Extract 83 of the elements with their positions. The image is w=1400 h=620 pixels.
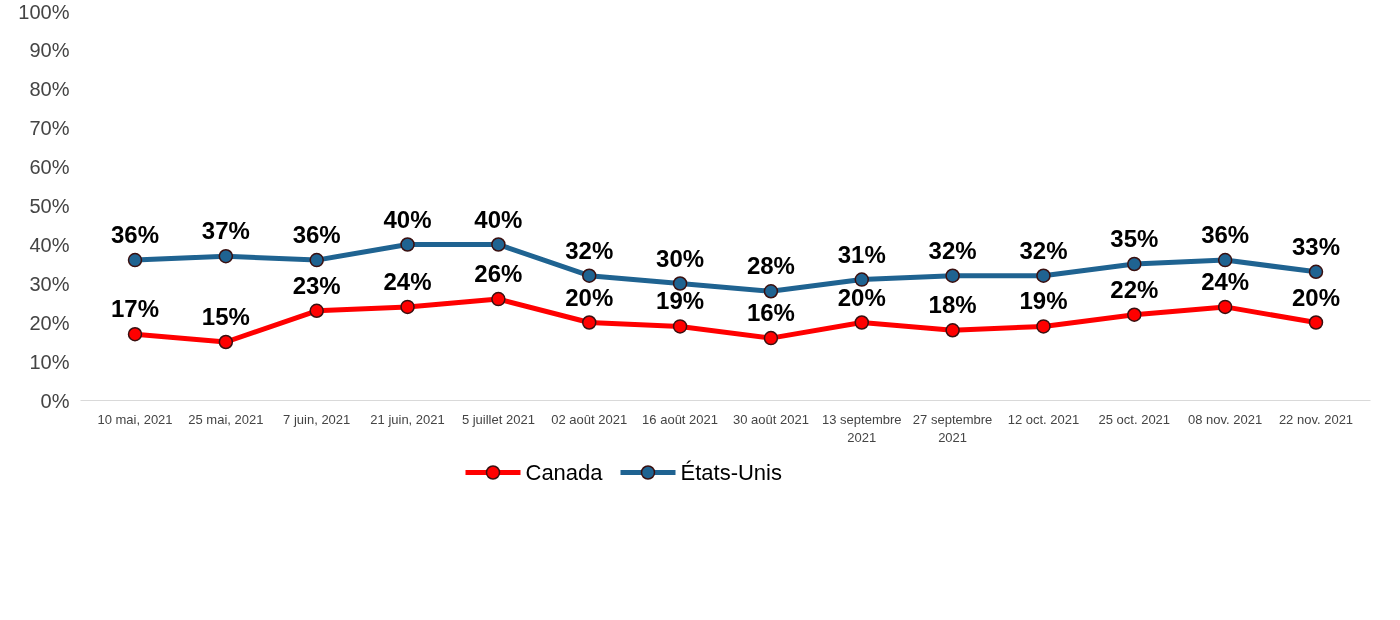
- data-label: 20%: [1291, 283, 1341, 311]
- point: [1036, 268, 1051, 283]
- point: [309, 303, 324, 319]
- point: [400, 299, 415, 315]
- point: [854, 315, 870, 330]
- data-label: 19%: [656, 287, 705, 315]
- data-label: 20%: [837, 283, 886, 311]
- y-tick-label: 20%: [29, 311, 70, 334]
- x-tick-label: 5 juillet 2021: [461, 411, 535, 427]
- y-tick-label: 50%: [29, 194, 70, 217]
- point: [218, 248, 234, 264]
- point: [1308, 315, 1324, 330]
- point: [945, 323, 960, 338]
- point: [672, 276, 688, 291]
- point: [763, 284, 779, 299]
- data-label: 20%: [565, 283, 614, 311]
- x-tick-label: 10 mai, 2021: [97, 411, 173, 427]
- point: [1308, 264, 1324, 280]
- data-label: 23%: [292, 271, 341, 299]
- point: [1217, 299, 1233, 315]
- data-label: 19%: [1019, 287, 1068, 315]
- point: [400, 237, 415, 252]
- data-label: 32%: [1019, 236, 1068, 264]
- data-label: 16%: [746, 299, 795, 327]
- y-tick-label: 0%: [40, 389, 70, 412]
- point: [1127, 256, 1142, 272]
- data-label: 36%: [1201, 221, 1250, 249]
- legend-label: Canada: [525, 460, 604, 485]
- x-tick-label: 30 août 2021: [732, 411, 809, 427]
- data-label: 33%: [1291, 232, 1341, 260]
- data-label: 24%: [1201, 267, 1250, 295]
- x-tick-label: 02 août 2021: [551, 411, 628, 427]
- data-label: 40%: [383, 205, 432, 233]
- y-tick-label: 90%: [29, 38, 70, 61]
- point: [581, 268, 597, 283]
- point: [491, 291, 506, 307]
- x-tick-label: 7 juin, 2021: [283, 411, 351, 427]
- data-label: 26%: [474, 260, 523, 288]
- y-tick-label: 80%: [29, 77, 70, 100]
- x-tick-label: 25 mai, 2021: [188, 411, 264, 427]
- point: [491, 237, 506, 252]
- y-tick-label: 10%: [29, 350, 70, 373]
- data-label: 40%: [474, 205, 523, 233]
- point: [945, 268, 960, 283]
- data-label: 30%: [656, 244, 705, 272]
- data-label: 18%: [928, 291, 977, 319]
- data-label: 32%: [565, 236, 614, 264]
- data-label: 28%: [746, 252, 795, 280]
- data-label: 36%: [292, 221, 341, 249]
- data-label: 32%: [928, 236, 977, 264]
- y-tick-label: 30%: [29, 272, 70, 295]
- data-label: 17%: [110, 295, 160, 323]
- x-tick-label: 08 nov. 2021: [1188, 411, 1263, 427]
- y-tick-label: 40%: [29, 233, 70, 256]
- point: [1127, 307, 1142, 322]
- point: [309, 252, 324, 268]
- data-label: 37%: [201, 217, 250, 245]
- point: [763, 330, 779, 346]
- x-tick-label: 27 septembre 2021: [912, 411, 993, 445]
- data-label: 15%: [201, 303, 250, 330]
- y-tick-label: 100%: [18, 0, 70, 23]
- x-tick-label: 16 août 2021: [642, 411, 719, 427]
- point: [854, 272, 870, 287]
- point: [1036, 319, 1051, 334]
- x-tick-label: 22 nov. 2021: [1278, 411, 1354, 427]
- y-tick-label: 60%: [29, 155, 70, 178]
- point: [1217, 252, 1233, 268]
- x-tick-label: 12 oct. 2021: [1007, 411, 1080, 427]
- x-tick-label: 25 oct. 2021: [1098, 411, 1171, 427]
- point: [127, 326, 143, 342]
- x-tick-label: 21 juin, 2021: [370, 411, 445, 427]
- data-label: 35%: [1110, 225, 1159, 252]
- point: [672, 319, 688, 334]
- legend-label: États-Unis: [680, 460, 782, 485]
- point: [218, 334, 234, 350]
- data-label: 31%: [837, 240, 886, 268]
- point: [127, 252, 143, 268]
- y-tick-label: 70%: [29, 116, 70, 139]
- data-label: 36%: [110, 221, 160, 249]
- data-label: 24%: [383, 267, 432, 295]
- x-tick-label: 13 septembre 2021: [822, 411, 902, 445]
- point: [581, 315, 597, 330]
- data-label: 22%: [1110, 275, 1159, 303]
